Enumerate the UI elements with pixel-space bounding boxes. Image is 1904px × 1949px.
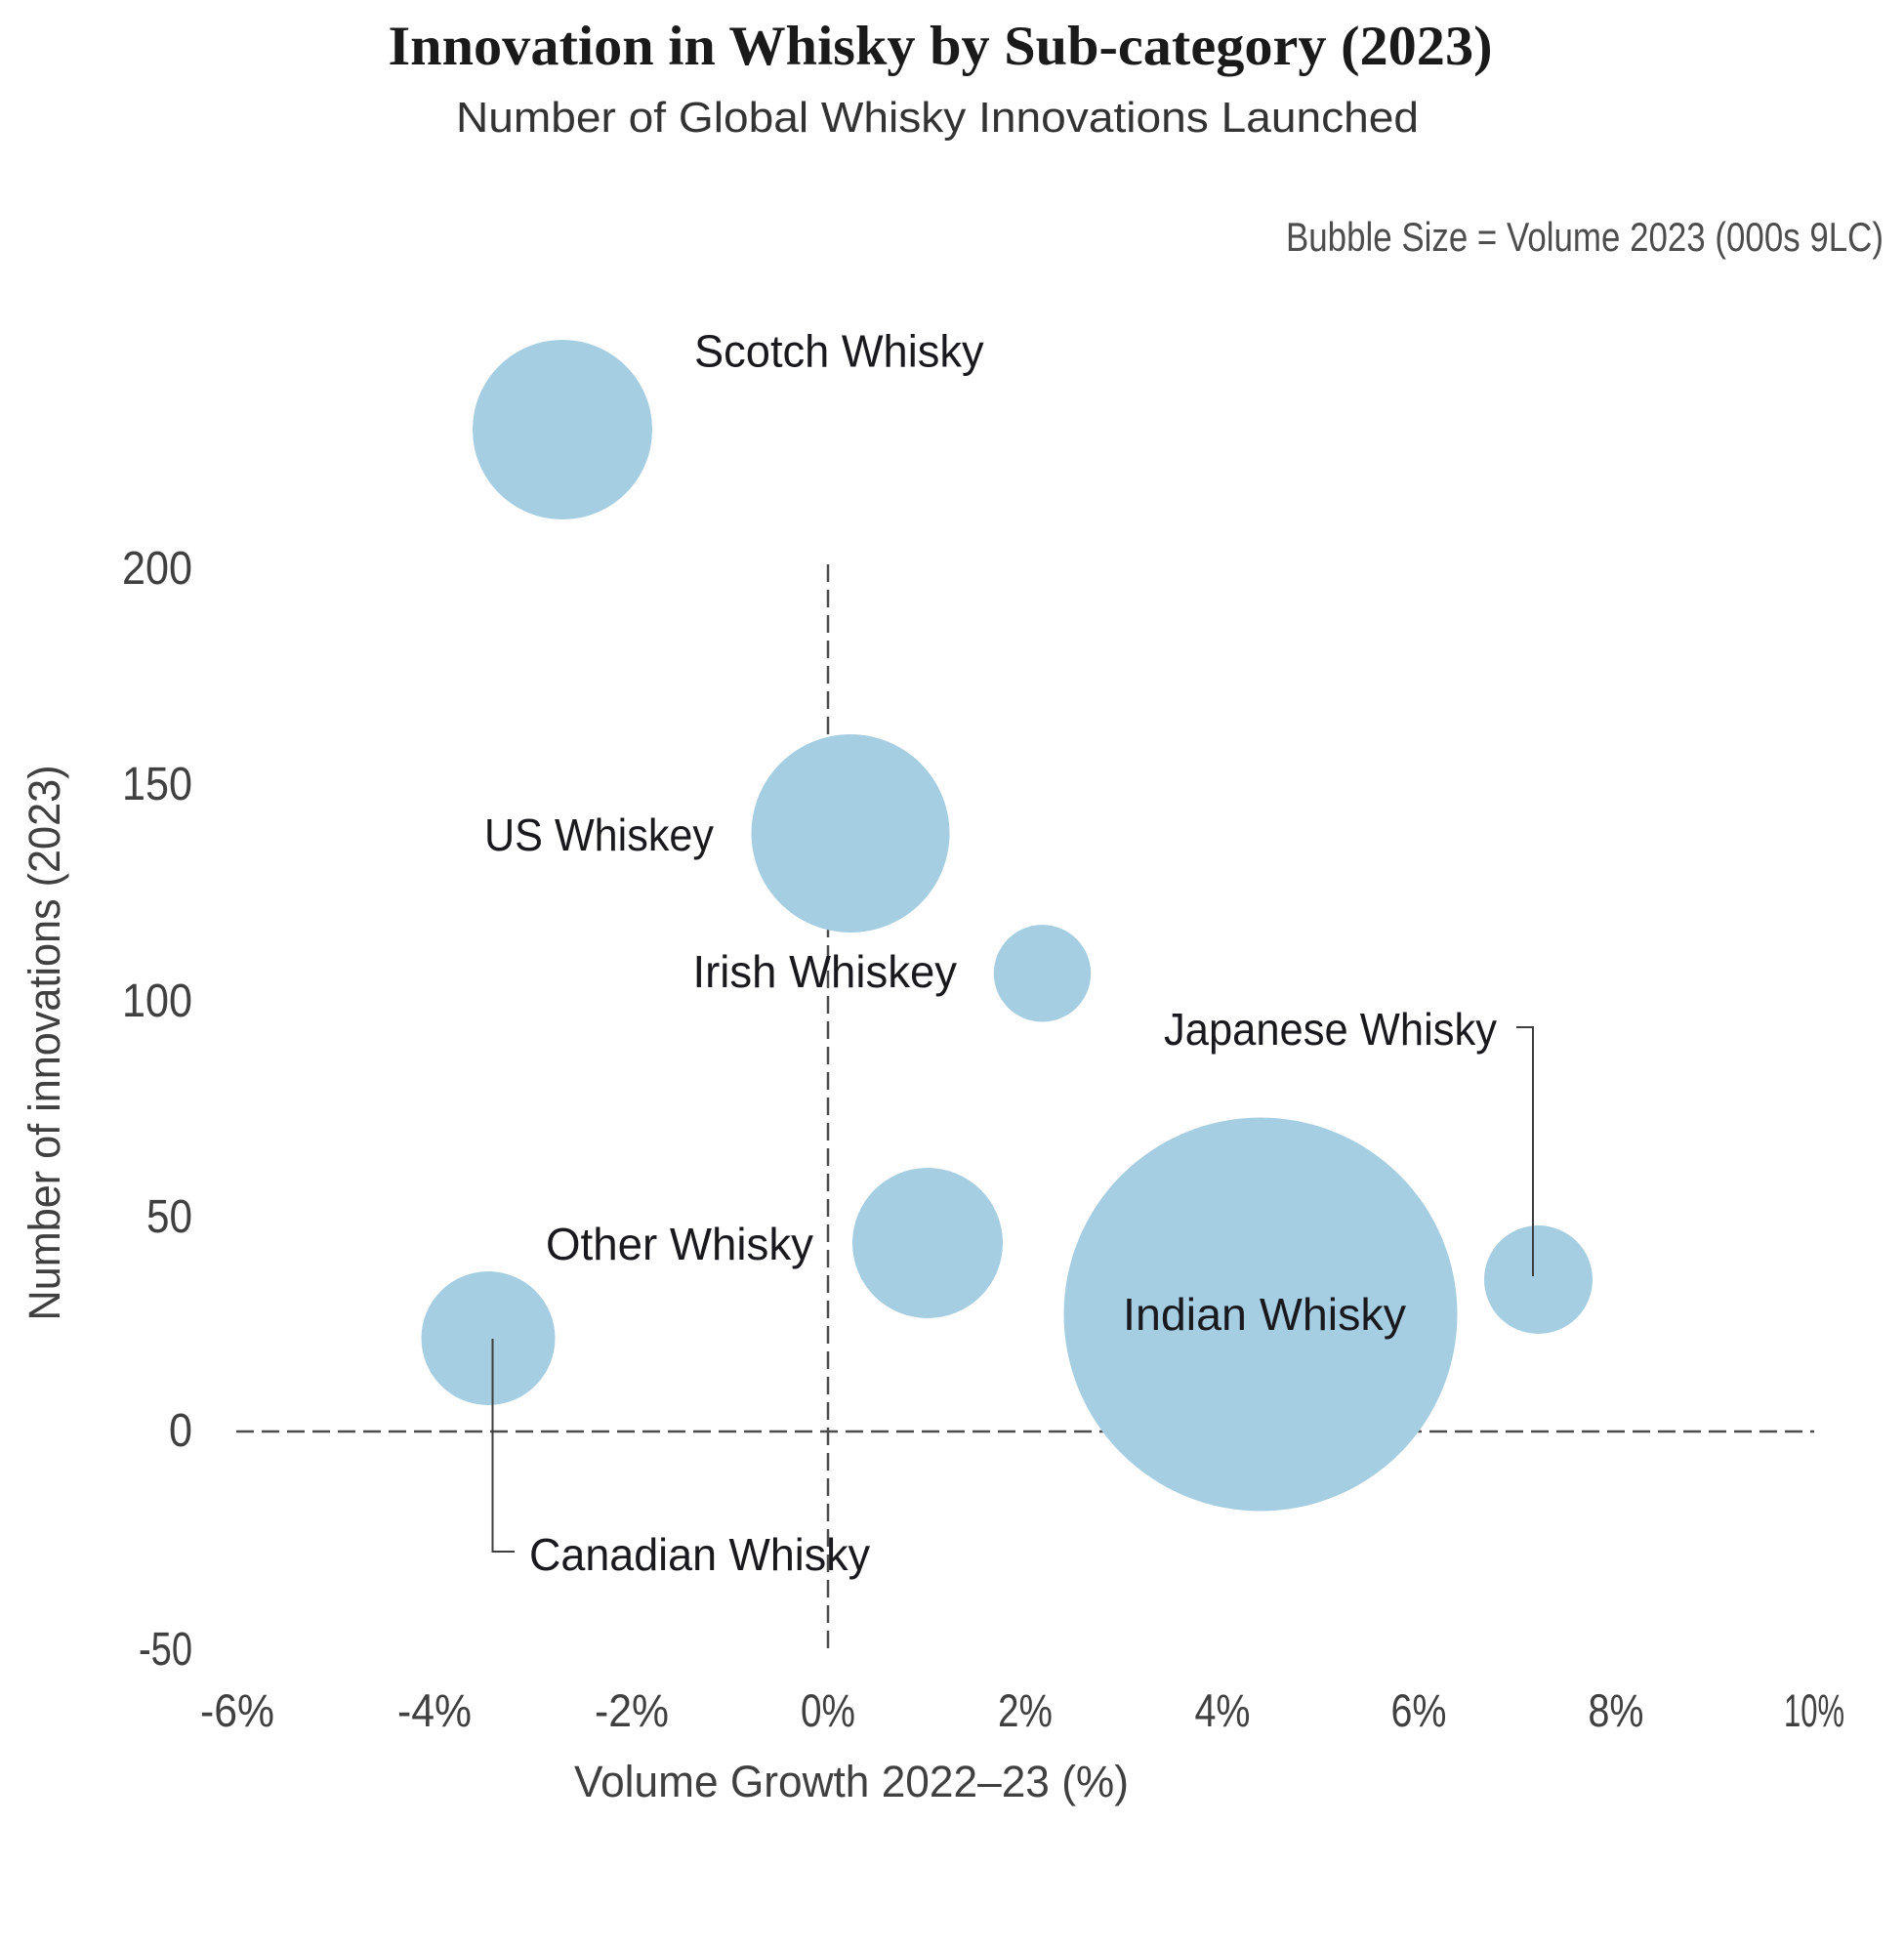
svg-text:6%: 6% xyxy=(1391,1684,1447,1736)
svg-text:Japanese Whisky: Japanese Whisky xyxy=(1164,1004,1497,1055)
svg-text:100: 100 xyxy=(122,975,192,1027)
svg-text:10%: 10% xyxy=(1784,1684,1844,1736)
svg-text:150: 150 xyxy=(122,759,192,810)
svg-text:8%: 8% xyxy=(1589,1684,1644,1736)
svg-text:4%: 4% xyxy=(1195,1684,1251,1736)
svg-text:Number of innovations (2023): Number of innovations (2023) xyxy=(20,766,69,1321)
svg-text:0%: 0% xyxy=(801,1684,855,1736)
svg-text:Indian Whisky: Indian Whisky xyxy=(1123,1289,1406,1340)
svg-text:Scotch Whisky: Scotch Whisky xyxy=(694,326,984,377)
svg-text:Number of Global Whisky Innova: Number of Global Whisky Innovations Laun… xyxy=(456,94,1419,142)
svg-text:Other Whisky: Other Whisky xyxy=(546,1219,813,1269)
svg-text:US Whiskey: US Whiskey xyxy=(484,809,714,860)
svg-text:0: 0 xyxy=(169,1405,192,1457)
svg-text:Volume Growth 2022–23 (%): Volume Growth 2022–23 (%) xyxy=(574,1757,1129,1806)
svg-text:-2%: -2% xyxy=(595,1684,669,1736)
svg-text:Innovation in Whisky by Sub-ca: Innovation in Whisky by Sub-category (20… xyxy=(389,16,1493,77)
svg-text:2%: 2% xyxy=(998,1684,1053,1736)
svg-text:Canadian Whisky: Canadian Whisky xyxy=(529,1529,870,1580)
svg-text:50: 50 xyxy=(146,1191,192,1243)
svg-text:-4%: -4% xyxy=(397,1684,472,1736)
svg-text:-6%: -6% xyxy=(200,1684,274,1736)
svg-text:Bubble Size = Volume 2023 (000: Bubble Size = Volume 2023 (000s 9LC) xyxy=(1286,214,1883,260)
svg-text:Irish Whiskey: Irish Whiskey xyxy=(693,946,958,997)
svg-text:200: 200 xyxy=(122,543,192,595)
svg-text:-50: -50 xyxy=(139,1624,192,1676)
